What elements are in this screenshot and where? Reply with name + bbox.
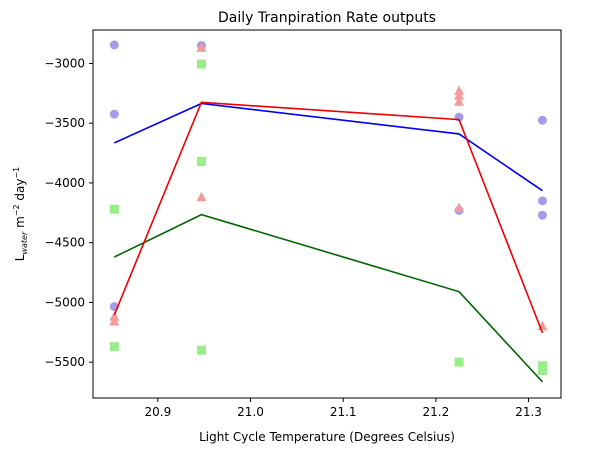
y-label-sub: water bbox=[20, 231, 29, 255]
y-axis: −5500 −5000 −4500 −4000 −3500 −3000 bbox=[44, 56, 93, 369]
series-2-point-6 bbox=[454, 357, 464, 367]
plot-frame bbox=[92, 29, 562, 399]
y-axis-label: Lwater m−2 day−1 bbox=[12, 167, 29, 261]
y-tick-label: −5500 bbox=[44, 355, 85, 369]
series-1-point-8 bbox=[537, 196, 547, 206]
series-3-point-6 bbox=[454, 90, 465, 100]
x-axis: 20.9 21.0 21.1 21.2 21.3 bbox=[145, 398, 542, 419]
plot-area bbox=[109, 40, 548, 383]
chart-title: Daily Tranpiration Rate outputs bbox=[218, 10, 436, 26]
y-label-base: L bbox=[13, 254, 27, 261]
series-2-point-5 bbox=[196, 345, 206, 355]
series-1-point-2 bbox=[109, 109, 119, 119]
x-axis-label: Light Cycle Temperature (Degrees Celsius… bbox=[199, 430, 455, 444]
x-tick-label: 21.1 bbox=[330, 405, 357, 419]
series-3-point-3 bbox=[196, 42, 207, 52]
series-2-point-4 bbox=[196, 156, 206, 166]
y-tick-label: −3000 bbox=[44, 56, 85, 70]
series-3-point-7 bbox=[454, 96, 465, 106]
series-3-point-2 bbox=[109, 316, 120, 326]
series-2-point-8 bbox=[537, 366, 547, 376]
series-1-point-7 bbox=[537, 115, 547, 125]
series-2-point-1 bbox=[109, 204, 119, 214]
series-2-line bbox=[113, 213, 544, 383]
y-tick-label: −5000 bbox=[44, 295, 85, 309]
y-label-sup2: −1 bbox=[12, 167, 21, 179]
series-2-point-7 bbox=[537, 361, 547, 371]
series-3-point-1 bbox=[109, 311, 120, 321]
series-3-point-5 bbox=[454, 85, 465, 95]
y-label-mid2: day bbox=[13, 179, 27, 205]
y-tick-label: −3500 bbox=[44, 116, 85, 130]
series-2-point-2 bbox=[109, 342, 119, 352]
series-3-point-8 bbox=[454, 202, 465, 213]
series-2-point-3 bbox=[196, 59, 206, 69]
x-tick-label: 21.2 bbox=[423, 405, 450, 419]
series-1-point-1 bbox=[109, 40, 119, 50]
x-tick-label: 20.9 bbox=[145, 405, 172, 419]
series-3-point-4 bbox=[196, 191, 207, 202]
y-label-sup1: −2 bbox=[12, 204, 21, 216]
x-tick-label: 21.3 bbox=[515, 405, 542, 419]
y-tick-label: −4500 bbox=[44, 236, 85, 250]
x-tick-label: 21.0 bbox=[237, 405, 264, 419]
series-3-line bbox=[113, 101, 544, 334]
y-tick-label: −4000 bbox=[44, 176, 85, 190]
series-1-point-9 bbox=[537, 210, 547, 220]
y-label-mid: m bbox=[13, 216, 27, 232]
series-1-line bbox=[113, 102, 543, 192]
